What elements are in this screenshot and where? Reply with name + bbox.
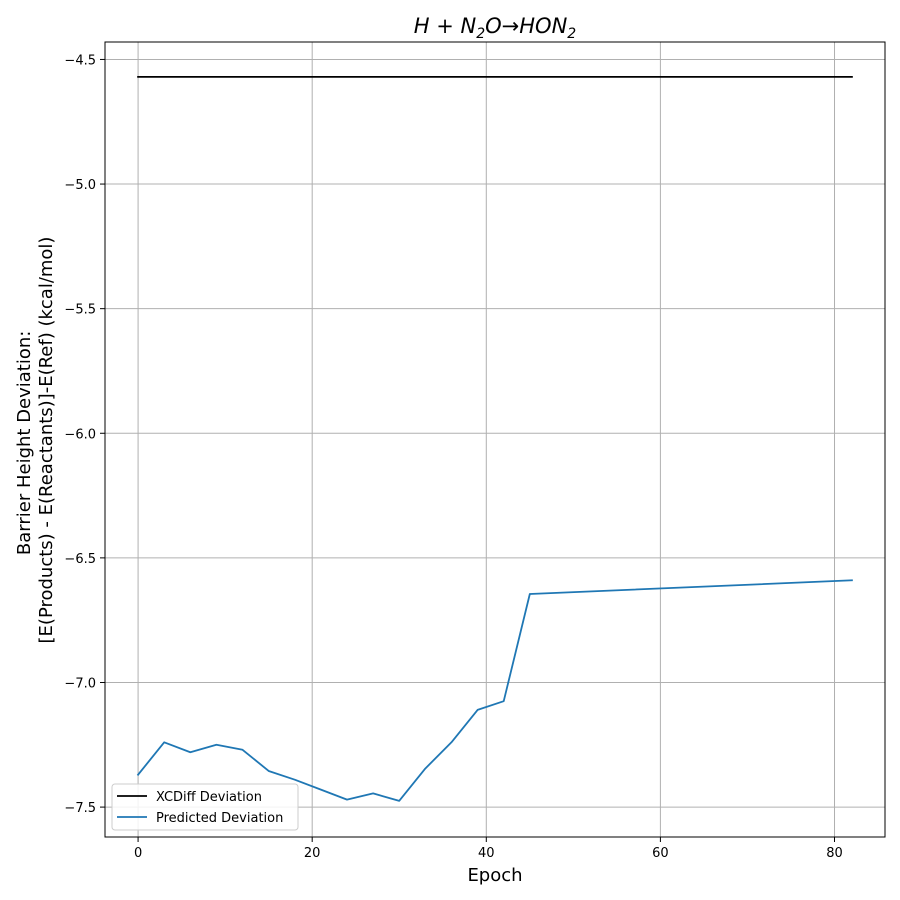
y-axis-label: Barrier Height Deviation: [E(Products) -…	[14, 237, 57, 644]
y-tick-label: −4.5	[64, 53, 96, 68]
x-tick-label: 80	[826, 846, 843, 861]
y-tick-label: −6.0	[64, 427, 96, 442]
y-axis-label-line1: Barrier Height Deviation:	[14, 331, 35, 555]
legend: XCDiff Deviation Predicted Deviation	[111, 783, 299, 831]
series-layer	[136, 75, 853, 802]
legend-box	[111, 783, 299, 831]
x-tick-label: 40	[478, 846, 495, 861]
title-part-1: H + N	[414, 14, 477, 38]
y-tick-label: −7.5	[64, 801, 96, 816]
y-tick-label: −5.0	[64, 178, 96, 193]
x-tick-label: 0	[134, 846, 142, 861]
ticks: 0 20 40 60 80 −4.5 −5.0 −5.5 −6.0 −6.5 −7.0 −7.5	[64, 53, 842, 861]
chart-title: H + N2O→HON2	[414, 14, 577, 42]
title-sub-2: 2	[567, 26, 576, 42]
y-tick-label: −7.0	[64, 676, 96, 691]
title-part-2: O→HON	[485, 14, 567, 38]
y-axis-label-line2: [E(Products) - E(Reactants)]-E(Ref) (kca…	[36, 237, 57, 644]
x-axis-label: Epoch	[467, 865, 522, 886]
legend-label-xcdiff-deviation: XCDiff Deviation	[156, 790, 262, 805]
legend-label-predicted-deviation: Predicted Deviation	[156, 811, 283, 826]
grid	[105, 42, 885, 837]
x-tick-label: 20	[304, 846, 321, 861]
x-tick-label: 60	[652, 846, 669, 861]
plot-frame	[104, 41, 886, 838]
y-tick-label: −6.5	[64, 552, 96, 567]
series-line-predicted-deviation	[136, 579, 853, 802]
title-sub-1: 2	[476, 26, 485, 42]
y-tick-label: −5.5	[64, 303, 96, 318]
